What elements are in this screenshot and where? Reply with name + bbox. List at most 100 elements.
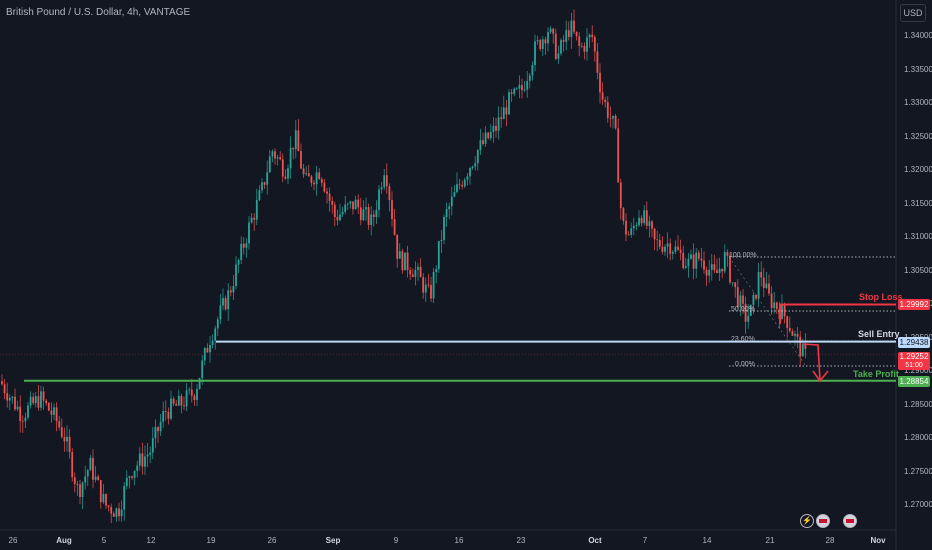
candle-body xyxy=(242,243,245,248)
candle-body xyxy=(606,102,609,118)
candle-body xyxy=(86,470,89,477)
candle-body xyxy=(164,410,167,412)
candle-body xyxy=(289,147,292,169)
candle-body xyxy=(258,190,261,200)
candle-body xyxy=(297,130,300,152)
candle-body xyxy=(146,454,149,457)
candle-body xyxy=(144,456,146,467)
candle-body xyxy=(190,389,193,396)
candle-body xyxy=(536,40,539,42)
candle-body xyxy=(474,163,477,167)
candle-body xyxy=(279,157,282,160)
candle-body xyxy=(193,395,196,400)
candle-body xyxy=(661,246,664,252)
candle-body xyxy=(34,396,37,404)
candle-body xyxy=(367,207,370,226)
candle-body xyxy=(669,243,672,254)
candle-body xyxy=(440,239,443,242)
candle-body xyxy=(583,45,586,52)
candle-body xyxy=(578,36,581,46)
candle-body xyxy=(323,182,326,192)
candle-body xyxy=(734,282,737,288)
flag-icon-uk[interactable] xyxy=(816,514,830,528)
candle-body xyxy=(167,411,170,419)
candle-body xyxy=(105,494,107,506)
candle-body xyxy=(554,33,557,59)
candle-body xyxy=(214,328,217,341)
candle-body xyxy=(461,184,464,187)
candle-body xyxy=(341,211,344,215)
candle-body xyxy=(336,216,339,221)
candle-body xyxy=(66,436,68,442)
bar-countdown: 51:00 xyxy=(905,362,923,369)
candle-body xyxy=(170,398,172,419)
candle-body xyxy=(456,184,458,193)
take-profit-label: Take Profit xyxy=(853,369,899,379)
time-tick-label: 12 xyxy=(146,536,156,545)
candle-body xyxy=(274,151,276,159)
candle-body xyxy=(562,40,565,42)
time-tick-label: 26 xyxy=(267,536,277,545)
candle-body xyxy=(547,32,549,44)
candle-body xyxy=(622,208,625,221)
candle-body xyxy=(653,228,656,240)
candle-body xyxy=(110,507,113,514)
candle-body xyxy=(1,381,3,385)
time-tick-label: Aug xyxy=(56,536,72,545)
candle-body xyxy=(495,125,497,131)
flag-icon-uk[interactable] xyxy=(843,514,857,528)
price-tick-label: 1.31000 xyxy=(904,232,932,241)
candle-body xyxy=(3,384,6,394)
lightning-icon[interactable]: ⚡ xyxy=(800,514,814,528)
candle-body xyxy=(411,274,414,277)
candle-body xyxy=(388,186,391,201)
candle-body xyxy=(414,269,417,277)
candle-body xyxy=(188,389,191,391)
candle-body xyxy=(365,207,367,210)
candle-body xyxy=(666,243,669,247)
fib-trend-line xyxy=(728,256,807,367)
candle-body xyxy=(768,283,770,294)
candle-body xyxy=(42,391,45,401)
candle-body xyxy=(157,427,159,432)
candle-body xyxy=(526,80,529,90)
candle-body xyxy=(443,217,445,240)
candle-body xyxy=(27,405,29,418)
candle-body xyxy=(544,39,547,44)
price-tick-label: 1.27000 xyxy=(904,500,932,509)
candle-body xyxy=(430,285,432,299)
price-tick-label: 1.31500 xyxy=(904,198,932,208)
price-tick-label: 1.28500 xyxy=(904,399,932,409)
candle-body xyxy=(466,176,469,180)
candle-body xyxy=(266,172,269,185)
candle-body xyxy=(692,254,695,269)
candle-body xyxy=(799,336,802,357)
candle-body xyxy=(97,476,100,481)
candle-body xyxy=(424,284,427,293)
candle-body xyxy=(198,378,201,389)
candle-body xyxy=(253,217,256,220)
currency-button[interactable]: USD xyxy=(900,4,926,22)
candle-body xyxy=(385,175,388,187)
candle-body xyxy=(708,269,711,276)
candle-body xyxy=(721,268,724,272)
candle-body xyxy=(375,209,378,217)
candle-body xyxy=(206,348,209,353)
candle-body xyxy=(339,214,341,221)
candle-body xyxy=(60,427,63,437)
time-tick-label: Sep xyxy=(325,536,341,545)
projection-arrowhead xyxy=(812,370,829,383)
candle-body xyxy=(541,39,544,49)
candle-body xyxy=(359,207,362,221)
price-tick-label: 1.27500 xyxy=(904,466,932,476)
candle-body xyxy=(216,319,219,329)
candle-body xyxy=(773,302,776,309)
candle-body xyxy=(742,295,744,304)
candle-body xyxy=(744,303,747,322)
candle-body xyxy=(89,457,92,471)
candle-body xyxy=(138,453,141,466)
candle-body xyxy=(21,420,24,422)
candle-body xyxy=(118,508,120,517)
candle-body xyxy=(271,151,274,157)
